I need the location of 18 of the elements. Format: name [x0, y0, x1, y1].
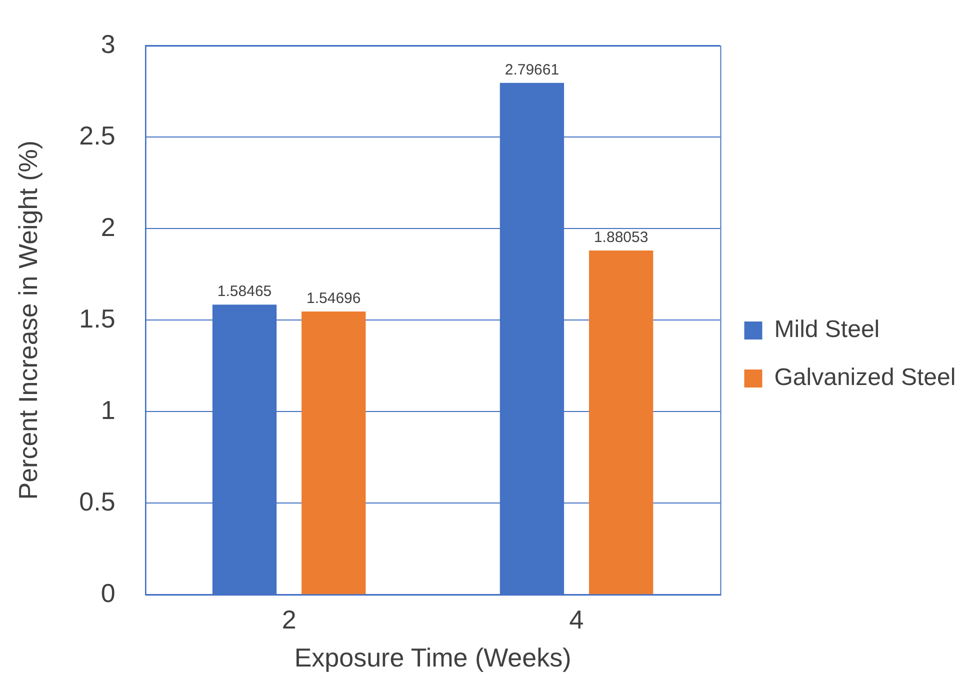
y-tick-label: 2.5 [79, 120, 116, 150]
x-axis-title: Exposure Time (Weeks) [294, 642, 572, 673]
bar [302, 312, 366, 594]
y-tick-label: 3 [100, 28, 116, 59]
legend-label: Galvanized Steel [774, 364, 956, 392]
y-tick-label: 1 [100, 394, 116, 425]
data-label: 1.88053 [594, 229, 648, 246]
data-label: 2.79661 [504, 61, 560, 78]
bar [589, 250, 654, 594]
y-tick-label: 1.5 [79, 303, 116, 334]
data-label: 1.58465 [217, 283, 272, 300]
y-tick-label: 0.5 [79, 486, 116, 516]
y-tick-label: 0 [100, 578, 116, 608]
legend-label: Mild Steel [774, 316, 880, 344]
y-tick-label: 2 [100, 212, 116, 242]
data-label: 1.54696 [306, 290, 361, 308]
y-axis-title: Percent Increase in Weight (%) [12, 140, 43, 500]
x-tick-label: 4 [569, 604, 584, 634]
